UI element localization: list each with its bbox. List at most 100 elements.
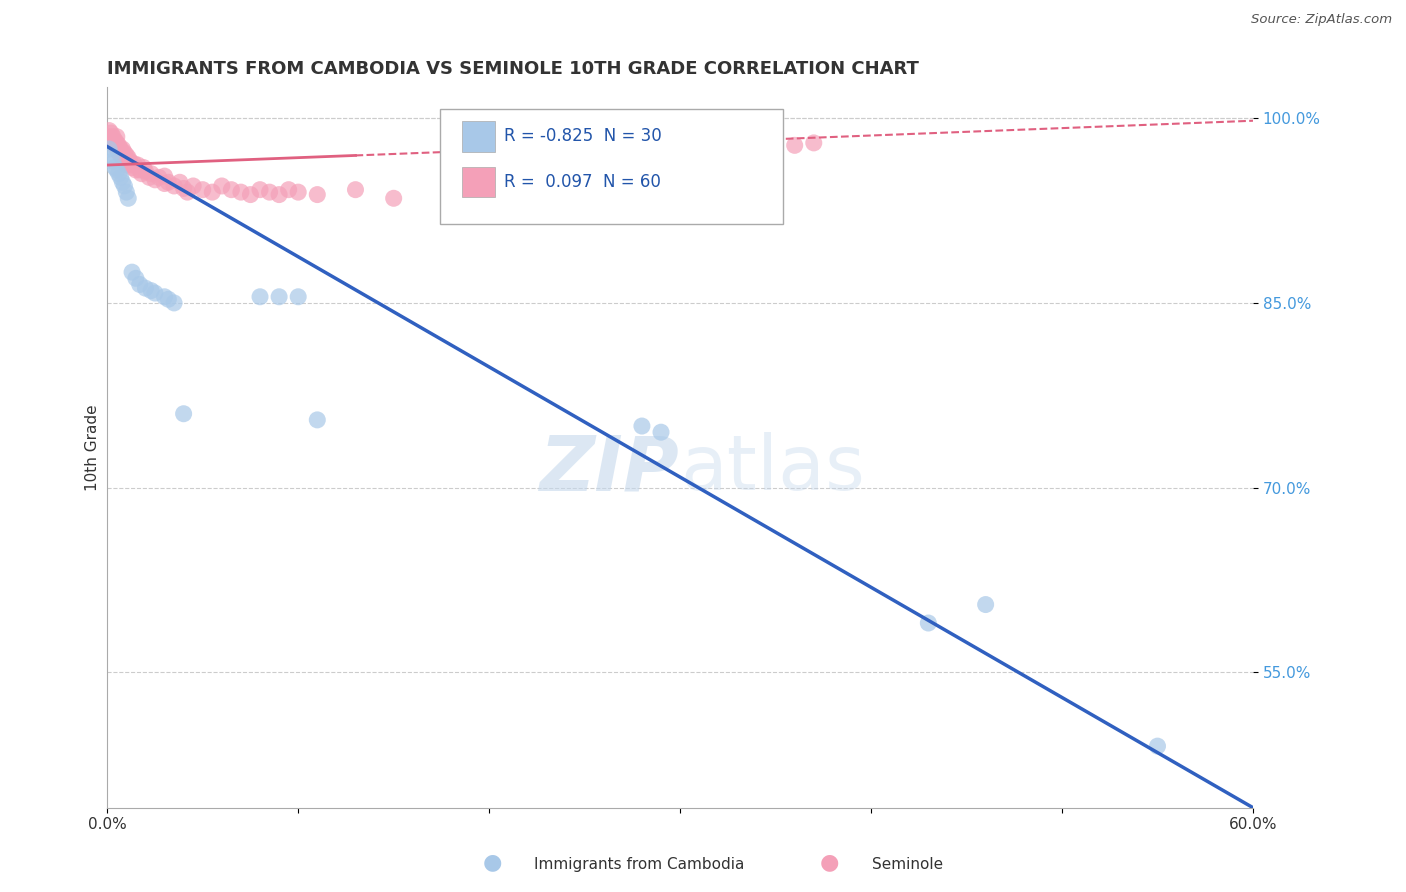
Point — [105, 163, 128, 178]
Point — [141, 284, 163, 298]
Point — [153, 177, 176, 191]
Point — [157, 175, 180, 189]
Point — [111, 151, 134, 165]
Point — [249, 183, 271, 197]
Bar — [463, 121, 495, 152]
Text: R =  0.097  N = 60: R = 0.097 N = 60 — [503, 173, 661, 191]
Point — [650, 425, 672, 440]
Point — [112, 178, 135, 193]
Point — [134, 281, 156, 295]
Point — [128, 163, 150, 178]
Bar — [463, 167, 495, 197]
Point — [117, 191, 139, 205]
Point — [120, 158, 142, 172]
Point — [132, 161, 155, 175]
Point — [105, 136, 128, 150]
Point — [125, 163, 148, 178]
Point — [307, 187, 329, 202]
Point — [122, 157, 145, 171]
Text: Immigrants from Cambodia: Immigrants from Cambodia — [534, 857, 745, 872]
Point — [117, 151, 139, 165]
Point — [111, 175, 134, 189]
Point — [173, 407, 195, 421]
Point — [191, 183, 214, 197]
Point — [115, 158, 138, 172]
Point — [249, 290, 271, 304]
Point — [783, 138, 806, 153]
Point — [143, 173, 166, 187]
Point — [917, 615, 939, 630]
Point — [121, 265, 143, 279]
Point — [107, 145, 129, 160]
Point — [125, 271, 148, 285]
Point — [163, 296, 186, 310]
Point — [120, 154, 142, 169]
Point — [101, 136, 124, 150]
Text: ZIP: ZIP — [540, 433, 681, 506]
Point — [211, 178, 233, 193]
Text: ●: ● — [820, 853, 839, 872]
Point — [143, 286, 166, 301]
Point — [101, 154, 124, 169]
Point — [101, 129, 124, 144]
Point — [112, 145, 135, 160]
Point — [287, 290, 309, 304]
Point — [1146, 739, 1168, 753]
Point — [307, 413, 329, 427]
Point — [173, 181, 195, 195]
Point — [105, 142, 128, 156]
Point — [107, 138, 129, 153]
Point — [111, 142, 134, 156]
Point — [344, 183, 367, 197]
Text: atlas: atlas — [681, 433, 865, 506]
Point — [269, 187, 291, 202]
Text: Source: ZipAtlas.com: Source: ZipAtlas.com — [1251, 13, 1392, 27]
Point — [127, 158, 149, 172]
Point — [229, 185, 252, 199]
Point — [131, 167, 153, 181]
Point — [98, 142, 121, 156]
Point — [181, 178, 204, 193]
Point — [98, 123, 121, 137]
Point — [104, 161, 127, 175]
Point — [269, 290, 291, 304]
Point — [148, 170, 170, 185]
Point — [110, 148, 132, 162]
Text: R = -0.825  N = 30: R = -0.825 N = 30 — [503, 128, 661, 145]
Point — [974, 598, 997, 612]
Point — [277, 183, 299, 197]
Point — [121, 161, 143, 175]
Y-axis label: 10th Grade: 10th Grade — [86, 404, 100, 491]
Point — [115, 185, 138, 199]
Point — [382, 191, 405, 205]
Point — [100, 148, 122, 162]
Point — [112, 154, 135, 169]
Point — [169, 175, 191, 189]
Point — [107, 167, 129, 181]
Point — [98, 129, 121, 144]
Point — [153, 290, 176, 304]
Point — [153, 169, 176, 183]
FancyBboxPatch shape — [440, 109, 783, 224]
Point — [631, 419, 654, 434]
Point — [134, 164, 156, 178]
Point — [104, 133, 127, 147]
Point — [105, 129, 128, 144]
Point — [128, 277, 150, 292]
Point — [110, 170, 132, 185]
Point — [104, 138, 127, 153]
Point — [138, 170, 160, 185]
Text: ●: ● — [482, 853, 502, 872]
Point — [221, 183, 243, 197]
Point — [100, 126, 122, 140]
Point — [803, 136, 825, 150]
Point — [115, 148, 138, 162]
Point — [141, 167, 163, 181]
Point — [259, 185, 281, 199]
Point — [201, 185, 224, 199]
Point — [163, 178, 186, 193]
Point — [239, 187, 262, 202]
Text: Seminole: Seminole — [872, 857, 943, 872]
Point — [110, 142, 132, 156]
Point — [100, 133, 122, 147]
